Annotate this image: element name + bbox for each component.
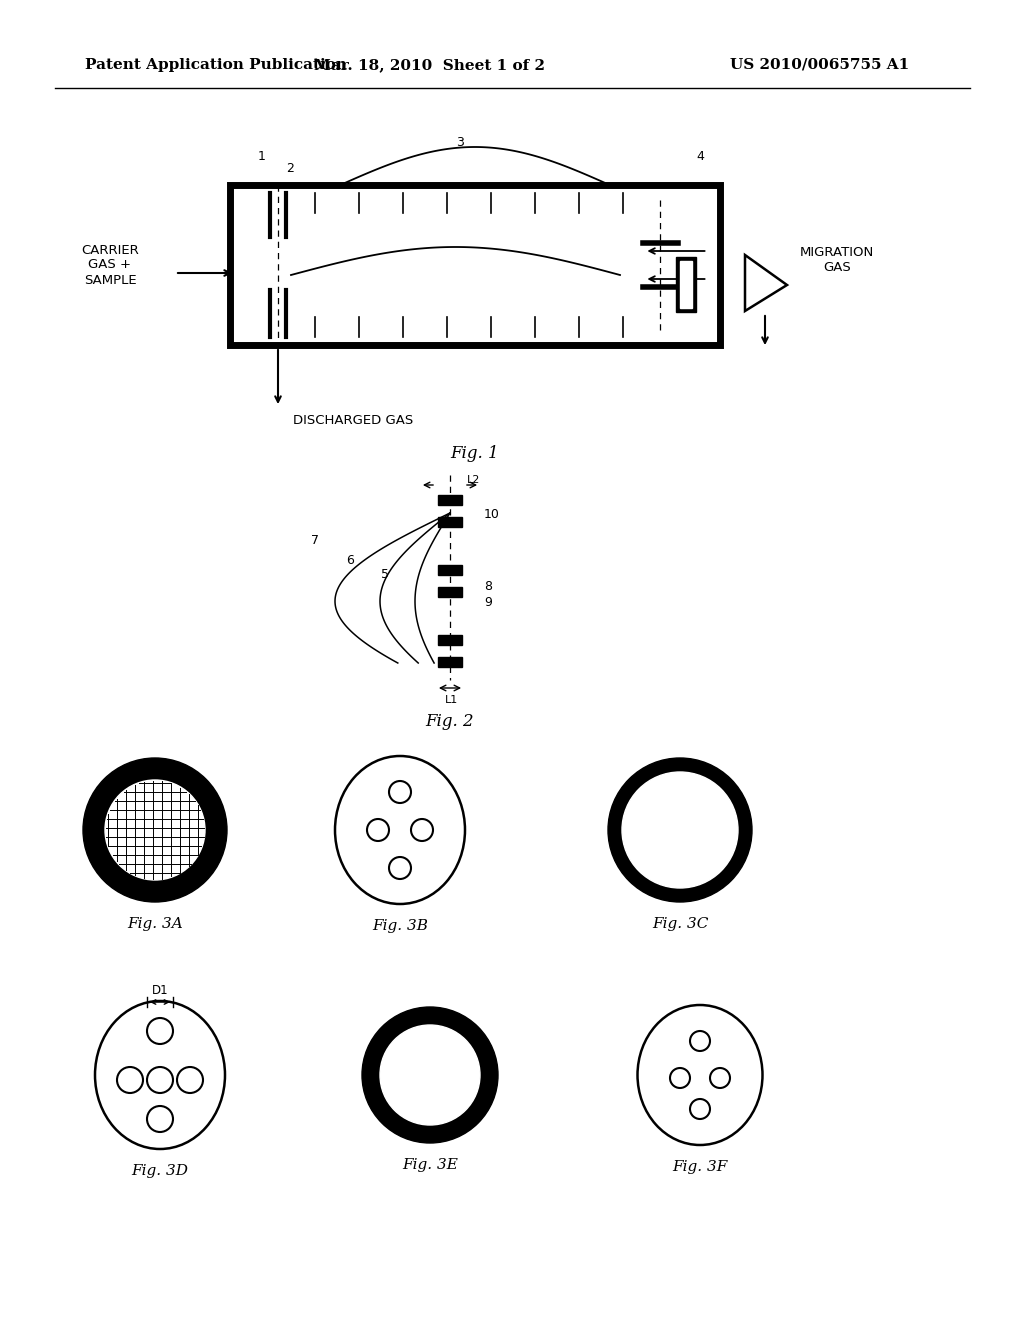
Text: 3: 3 — [456, 136, 464, 149]
Text: 6: 6 — [346, 553, 354, 566]
Text: Mar. 18, 2010  Sheet 1 of 2: Mar. 18, 2010 Sheet 1 of 2 — [314, 58, 546, 73]
Circle shape — [105, 780, 205, 880]
Circle shape — [83, 758, 227, 902]
Text: 5: 5 — [381, 569, 389, 582]
Text: 7: 7 — [311, 533, 319, 546]
Bar — [680, 261, 691, 308]
Text: Fig. 3E: Fig. 3E — [402, 1158, 458, 1172]
Circle shape — [380, 1026, 480, 1125]
Text: Fig. 3C: Fig. 3C — [652, 917, 709, 931]
Text: CARRIER
GAS +
SAMPLE: CARRIER GAS + SAMPLE — [81, 243, 139, 286]
Circle shape — [608, 758, 752, 902]
Text: D1: D1 — [152, 985, 168, 998]
Circle shape — [622, 772, 738, 888]
Text: 8: 8 — [484, 579, 492, 593]
Bar — [676, 257, 695, 312]
Text: 1: 1 — [258, 150, 266, 164]
Bar — [438, 587, 462, 597]
Text: Fig. 2: Fig. 2 — [426, 714, 474, 730]
Text: US 2010/0065755 A1: US 2010/0065755 A1 — [730, 58, 909, 73]
Bar — [438, 657, 462, 667]
Text: Fig. 3D: Fig. 3D — [131, 1164, 188, 1177]
Text: 2: 2 — [286, 162, 294, 176]
Text: Fig. 1: Fig. 1 — [451, 445, 500, 462]
Text: MIGRATION
GAS: MIGRATION GAS — [800, 246, 874, 275]
Bar — [438, 565, 462, 576]
Circle shape — [362, 1007, 498, 1143]
Text: L2: L2 — [467, 475, 480, 484]
Text: Fig. 3A: Fig. 3A — [127, 917, 183, 931]
Text: 4: 4 — [696, 150, 703, 164]
Text: DISCHARGED GAS: DISCHARGED GAS — [293, 413, 414, 426]
Bar — [438, 517, 462, 527]
Text: 9: 9 — [484, 597, 492, 610]
Bar — [438, 635, 462, 645]
Text: L1: L1 — [445, 696, 459, 705]
Text: Fig. 3B: Fig. 3B — [372, 919, 428, 933]
Text: Patent Application Publication: Patent Application Publication — [85, 58, 347, 73]
Text: Fig. 3F: Fig. 3F — [673, 1160, 728, 1173]
Bar — [438, 495, 462, 506]
Text: 10: 10 — [484, 508, 500, 521]
